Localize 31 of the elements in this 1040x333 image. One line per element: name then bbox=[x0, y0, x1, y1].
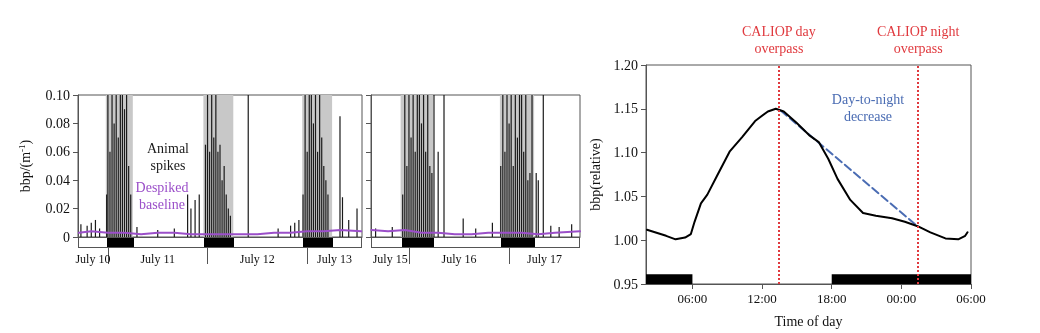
x-tick-label: 06:00 bbox=[677, 291, 708, 306]
ref-line-label: CALIOP night overpass bbox=[877, 24, 960, 56]
x-tick-label: July 15 bbox=[372, 252, 408, 266]
x-tick-label: 06:00 bbox=[956, 291, 986, 306]
y-tick-label: 1.15 bbox=[613, 101, 638, 117]
x-tick-label: 12:00 bbox=[747, 291, 777, 306]
annotation: Despiked baseline bbox=[135, 180, 189, 212]
annotation: Animal spikes bbox=[147, 141, 190, 173]
x-tick-label: July 11 bbox=[140, 252, 175, 266]
y-tick-label: 0.08 bbox=[45, 115, 70, 131]
y-axis-title: bbp/(m-1) bbox=[16, 139, 34, 193]
y-tick-label: 0.10 bbox=[45, 87, 70, 103]
x-tick-label: 00:00 bbox=[886, 291, 917, 306]
y-tick-label: 0.95 bbox=[613, 276, 638, 292]
y-tick-label: 0.04 bbox=[45, 172, 70, 188]
x-tick-label: 18:00 bbox=[816, 291, 847, 306]
y-tick-label: 0 bbox=[63, 229, 70, 245]
annotation: Day-to-night decrease bbox=[831, 92, 905, 124]
y-tick-label: 0.02 bbox=[45, 201, 70, 217]
y-tick-label: 1.00 bbox=[613, 232, 638, 248]
x-tick-label: July 13 bbox=[317, 252, 353, 266]
y-axis-title: bbp(relative) bbox=[587, 138, 604, 211]
x-tick-label: July 16 bbox=[441, 252, 477, 266]
x-tick-label: July 12 bbox=[239, 252, 275, 266]
y-tick-label: 1.20 bbox=[613, 57, 638, 73]
y-tick-label: 1.10 bbox=[613, 145, 638, 161]
x-axis-title: Time of day bbox=[774, 313, 843, 329]
y-tick-label: 0.06 bbox=[45, 144, 70, 160]
ref-line-label: CALIOP day overpass bbox=[742, 24, 816, 56]
y-tick-label: 1.05 bbox=[613, 188, 638, 204]
x-tick-label: July 17 bbox=[527, 252, 563, 266]
